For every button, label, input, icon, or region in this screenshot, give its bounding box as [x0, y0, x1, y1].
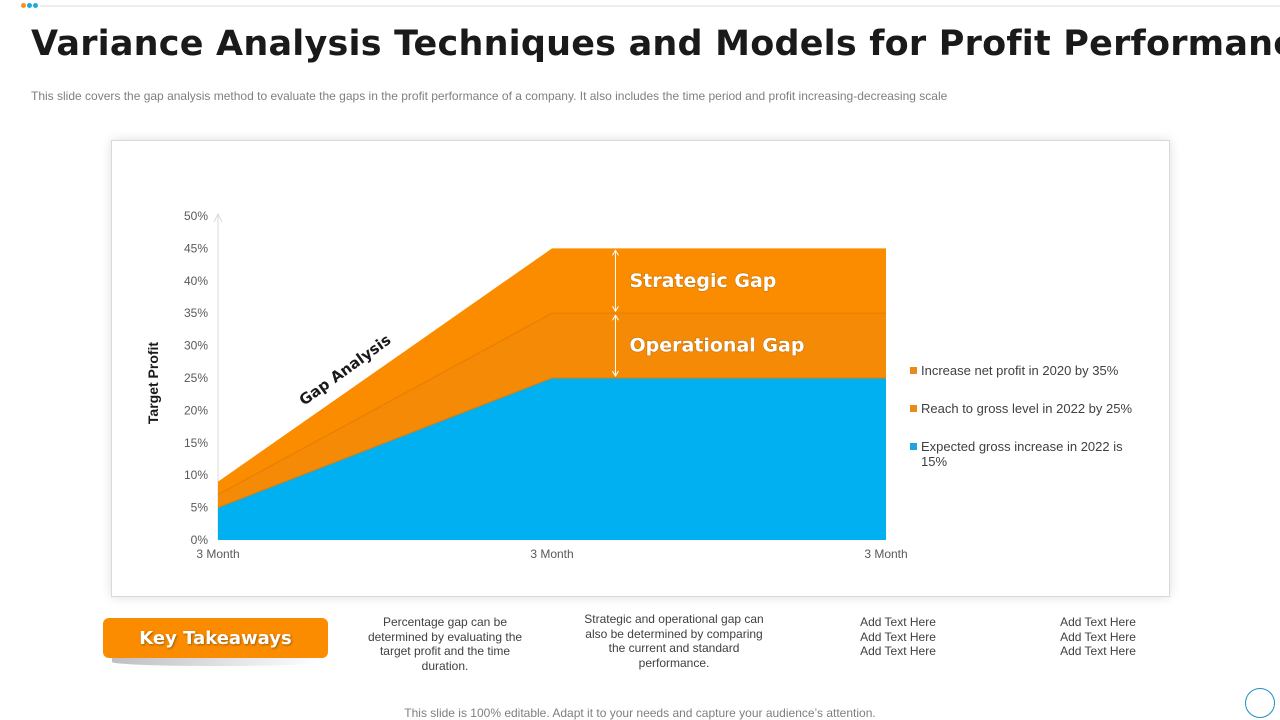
strategic-gap-arrow-head-bottom — [612, 305, 619, 313]
legend-swatch — [910, 367, 917, 374]
dot-orange — [21, 3, 26, 8]
top-divider — [40, 5, 1280, 7]
x-tick-label: 3 Month — [196, 547, 239, 561]
takeaway-1: Percentage gap can be determined by eval… — [345, 615, 545, 673]
takeaway-2-line-3: the current and standard — [608, 641, 740, 655]
series-edge-line — [217, 312, 886, 496]
y-tick-label: 10% — [184, 468, 208, 482]
y-tick-label: 15% — [184, 436, 208, 450]
page-subtitle: This slide covers the gap analysis metho… — [31, 89, 948, 103]
brand-dots — [21, 3, 38, 8]
y-tick-label: 50% — [184, 209, 208, 223]
takeaway-3-line-2: Add Text Here — [860, 629, 936, 644]
takeaway-1-line-3: target profit and the time — [379, 644, 511, 658]
takeaway-4: Add Text Here Add Text Here Add Text Her… — [1028, 615, 1168, 659]
banner-shadow — [112, 658, 322, 666]
x-tick-label: 3 Month — [864, 547, 907, 561]
takeaway-3-line-3: Add Text Here — [860, 644, 936, 658]
takeaway-1-line-4: duration. — [421, 658, 469, 673]
takeaway-2-line-4: performance. — [638, 655, 710, 670]
takeaway-1-line-2: determined by evaluating the — [367, 629, 523, 644]
takeaway-4-line-2: Add Text Here — [1060, 629, 1136, 644]
footer-note: This slide is 100% editable. Adapt it to… — [404, 706, 876, 720]
dot-blue — [27, 3, 32, 8]
takeaway-2: Strategic and operational gap can also b… — [564, 612, 784, 670]
area-series — [218, 378, 886, 540]
legend-label: Reach to gross level in 2022 by 25% — [921, 401, 1132, 416]
takeaway-4-line-1: Add Text Here — [1060, 615, 1136, 629]
y-tick-label: 5% — [191, 501, 209, 515]
y-tick-label: 45% — [184, 241, 208, 255]
takeaway-2-line-2: also be determined by comparing — [585, 626, 763, 641]
operational-gap-arrow-head-bottom — [612, 370, 619, 377]
series-edge-line — [217, 377, 886, 509]
legend-label: Increase net profit in 2020 by 35% — [921, 363, 1119, 378]
y-tick-label: 30% — [184, 339, 208, 353]
dot-blue-2 — [33, 3, 38, 8]
legend-swatch — [910, 443, 917, 450]
corner-circle-icon — [1245, 688, 1275, 718]
legend-label: 15% — [921, 454, 947, 469]
takeaway-2-line-1: Strategic and operational gap can — [584, 612, 764, 626]
y-axis-arrow — [213, 212, 223, 223]
strategic-gap-arrow-head-top — [612, 249, 619, 256]
operational-gap-label: Operational Gap — [629, 335, 804, 357]
y-tick-label: 25% — [184, 371, 208, 385]
area-chart: 0% 5% 10% 15% 20% 25% 30% 35% 40% 45% 50% 3 Month 3 … — [145, 209, 1132, 561]
y-tick-label: 40% — [184, 274, 208, 288]
operational-gap-arrow-head-top — [612, 314, 619, 321]
page-title: Variance Analysis Techniques and Models … — [31, 24, 1280, 64]
legend-label: Expected gross increase in 2022 is — [921, 439, 1123, 454]
takeaway-3: Add Text Here Add Text Here Add Text Her… — [828, 615, 968, 659]
key-takeaways-banner: Key Takeaways — [103, 618, 328, 658]
y-tick-label: 20% — [184, 403, 208, 417]
takeaway-1-line-1: Percentage gap can be — [382, 615, 508, 629]
takeaway-4-line-3: Add Text Here — [1060, 644, 1136, 658]
y-tick-label: 0% — [191, 533, 209, 547]
takeaway-3-line-1: Add Text Here — [860, 615, 936, 629]
y-tick-label: 35% — [184, 306, 208, 320]
chart-card: 0% 5% 10% 15% 20% 25% 30% 35% 40% 45% 50% 3 Month 3 … — [111, 140, 1170, 597]
x-tick-label: 3 Month — [530, 547, 573, 561]
strategic-gap-label: Strategic Gap — [629, 270, 776, 292]
legend-swatch — [910, 405, 917, 412]
y-axis-title: Target Profit — [145, 342, 161, 425]
